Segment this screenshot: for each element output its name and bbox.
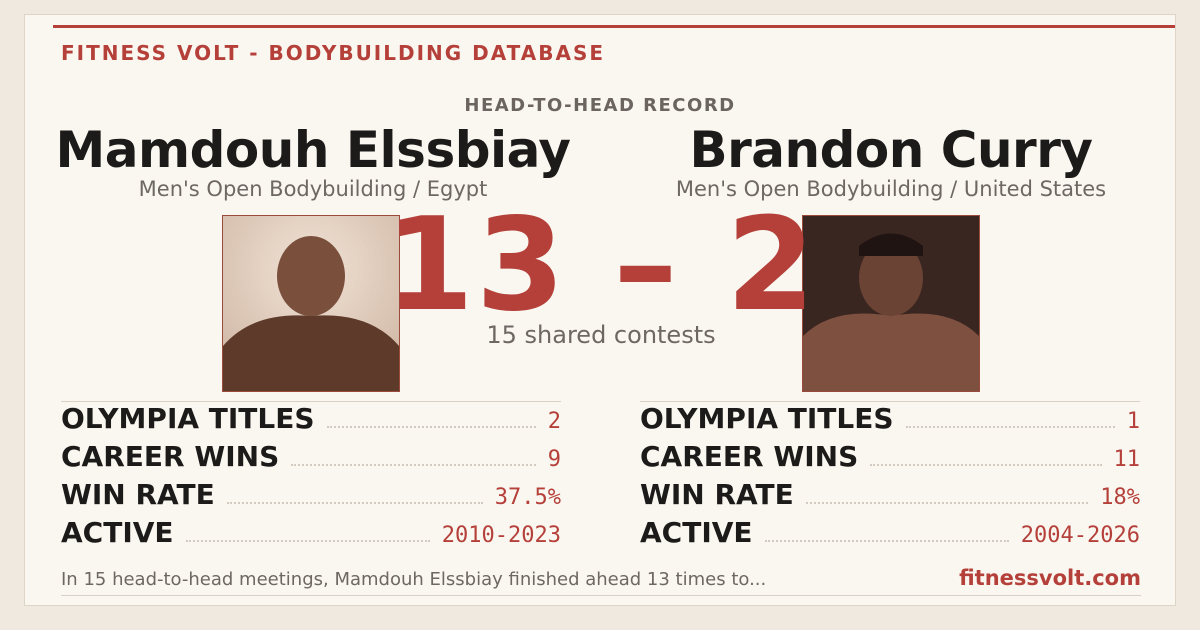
stat-row: OLYMPIA TITLES 2 (61, 402, 561, 440)
bottom-rule (61, 595, 1141, 596)
leader (291, 463, 536, 466)
leader (326, 425, 536, 428)
stat-value: 37.5% (494, 485, 561, 510)
stat-row: CAREER WINS 9 (61, 440, 561, 478)
athlete-name: Mamdouh Elssbiay (55, 121, 571, 179)
stat-row: CAREER WINS 11 (640, 440, 1140, 478)
summary: In 15 head-to-head meetings, Mamdouh Els… (61, 569, 767, 590)
stat-value: 2010-2023 (441, 523, 561, 548)
stat-value: 2 (547, 409, 561, 434)
stat-row: OLYMPIA TITLES 1 (640, 402, 1140, 440)
leader (185, 539, 430, 542)
header-title: FITNESS VOLT - BODYBUILDING DATABASE (61, 41, 606, 65)
stat-row: WIN RATE 37.5% (61, 478, 561, 516)
athlete-photo (222, 215, 400, 392)
card: FITNESS VOLT - BODYBUILDING DATABASE HEA… (24, 14, 1176, 606)
stat-label: OLYMPIA TITLES (61, 402, 315, 435)
leader (764, 539, 1009, 542)
stat-value: 18% (1100, 485, 1140, 510)
stat-value: 11 (1113, 447, 1141, 472)
stat-row: ACTIVE 2010-2023 (61, 516, 561, 554)
stat-row: WIN RATE 18% (640, 478, 1140, 516)
stat-value: 1 (1126, 409, 1140, 434)
stat-label: CAREER WINS (61, 440, 280, 473)
stats-right: OLYMPIA TITLES 1 CAREER WINS 11 WIN RATE 18% A… (640, 401, 1140, 554)
leader (870, 463, 1102, 466)
athlete-division: Men's Open Bodybuilding / Egypt (138, 177, 488, 201)
top-rule (53, 25, 1175, 28)
stat-value: 9 (547, 447, 561, 472)
stat-label: WIN RATE (640, 478, 794, 511)
leader (805, 501, 1089, 504)
stat-label: CAREER WINS (640, 440, 859, 473)
stat-label: ACTIVE (640, 516, 753, 549)
stat-label: WIN RATE (61, 478, 215, 511)
athlete-photo (802, 215, 980, 392)
shared-contests: 15 shared contests (486, 321, 716, 349)
leader (226, 501, 483, 504)
stat-row: ACTIVE 2004-2026 (640, 516, 1140, 554)
site-link[interactable]: fitnessvolt.com (959, 566, 1141, 590)
athlete-division: Men's Open Bodybuilding / United States (675, 177, 1107, 201)
stat-label: ACTIVE (61, 516, 174, 549)
athlete-name: Brandon Curry (689, 121, 1093, 179)
stat-label: OLYMPIA TITLES (640, 402, 894, 435)
score: 13 – 2 (384, 191, 818, 340)
stats-left: OLYMPIA TITLES 2 CAREER WINS 9 WIN RATE 37.5%… (61, 401, 561, 554)
record-label: HEAD-TO-HEAD RECORD (464, 95, 736, 116)
stat-value: 2004-2026 (1020, 523, 1140, 548)
leader (905, 425, 1115, 428)
